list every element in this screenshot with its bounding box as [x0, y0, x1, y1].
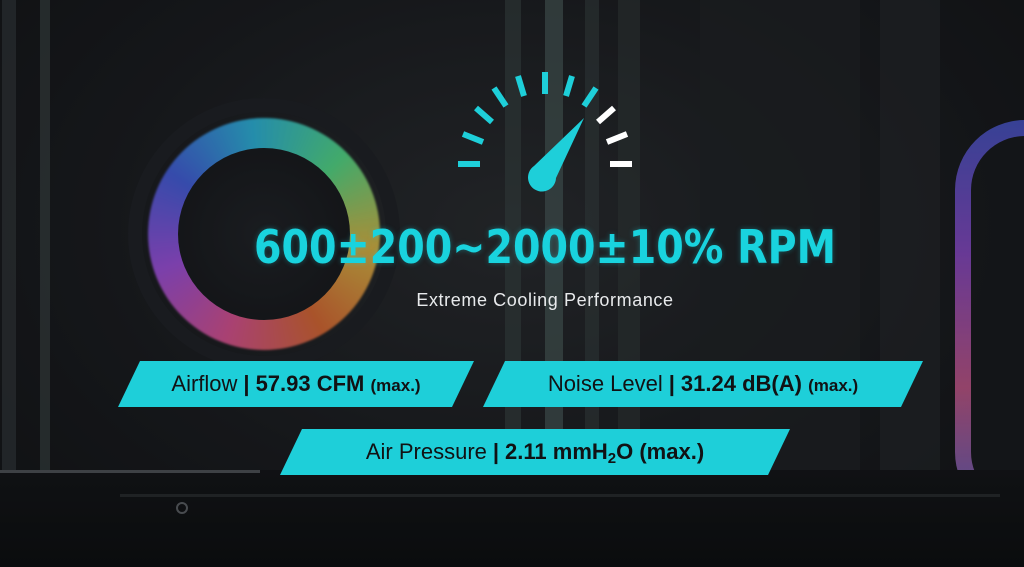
speedometer-icon [458, 72, 632, 192]
noise-level-badge: Noise Level | 31.24 dB(A) (max.) [483, 361, 923, 407]
airflow-qualifier: (max.) [370, 376, 421, 395]
airflow-value: 57.93 CFM [255, 371, 365, 396]
pressure-value-suffix: O (max.) [616, 439, 705, 464]
pressure-value-subscript: 2 [607, 450, 617, 467]
pressure-value: 2.11 mmH2O (max.) [505, 439, 705, 467]
noise-qualifier: (max.) [808, 376, 859, 395]
separator: | [668, 371, 675, 396]
airflow-badge: Airflow | 57.93 CFM (max.) [118, 361, 474, 407]
rpm-headline: 600±200~2000±10% RPM [253, 220, 836, 274]
noise-label: Noise Level [547, 371, 663, 396]
noise-value: 31.24 dB(A) [680, 371, 802, 396]
separator: | [243, 371, 250, 396]
pressure-label: Air Pressure [365, 439, 487, 464]
pressure-value-prefix: 2.11 mmH [505, 439, 608, 464]
subtitle: Extreme Cooling Performance [416, 290, 674, 310]
separator: | [492, 439, 500, 464]
air-pressure-badge: Air Pressure | 2.11 mmH2O (max.) [280, 429, 790, 475]
airflow-label: Airflow [171, 371, 238, 396]
